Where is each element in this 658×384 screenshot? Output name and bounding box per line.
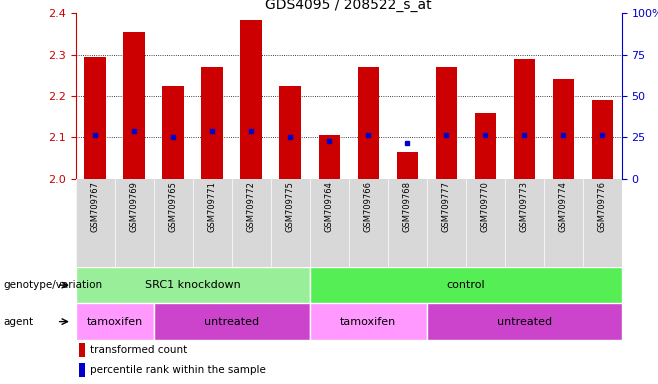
Bar bbox=[318, 135, 340, 179]
Text: GSM709765: GSM709765 bbox=[168, 181, 178, 232]
Text: untreated: untreated bbox=[497, 316, 552, 327]
Bar bbox=[280, 86, 301, 179]
Text: tamoxifen: tamoxifen bbox=[87, 316, 143, 327]
Bar bbox=[124, 32, 145, 179]
Text: GSM709764: GSM709764 bbox=[325, 181, 334, 232]
Text: SRC1 knockdown: SRC1 knockdown bbox=[145, 280, 241, 290]
Bar bbox=[397, 152, 418, 179]
Bar bbox=[84, 57, 106, 179]
Title: GDS4095 / 208522_s_at: GDS4095 / 208522_s_at bbox=[265, 0, 432, 12]
Text: transformed count: transformed count bbox=[90, 345, 188, 355]
Bar bbox=[79, 363, 85, 377]
Bar bbox=[310, 303, 427, 340]
Text: percentile rank within the sample: percentile rank within the sample bbox=[90, 365, 266, 375]
Bar bbox=[76, 303, 154, 340]
Bar bbox=[201, 67, 223, 179]
Bar bbox=[79, 343, 85, 357]
Text: GSM709777: GSM709777 bbox=[442, 181, 451, 232]
Text: GSM709767: GSM709767 bbox=[91, 181, 99, 232]
Text: GSM709775: GSM709775 bbox=[286, 181, 295, 232]
Text: GSM709768: GSM709768 bbox=[403, 181, 412, 232]
Text: GSM709769: GSM709769 bbox=[130, 181, 139, 232]
Text: untreated: untreated bbox=[204, 316, 259, 327]
Bar bbox=[474, 113, 496, 179]
Text: GSM709774: GSM709774 bbox=[559, 181, 568, 232]
Bar bbox=[592, 100, 613, 179]
Bar bbox=[436, 67, 457, 179]
Text: GSM709770: GSM709770 bbox=[481, 181, 490, 232]
Bar bbox=[357, 67, 379, 179]
Bar bbox=[310, 267, 622, 303]
Bar bbox=[427, 303, 622, 340]
Text: tamoxifen: tamoxifen bbox=[340, 316, 396, 327]
Text: control: control bbox=[447, 280, 485, 290]
Text: GSM709771: GSM709771 bbox=[208, 181, 216, 232]
Text: GSM709772: GSM709772 bbox=[247, 181, 256, 232]
Text: GSM709773: GSM709773 bbox=[520, 181, 529, 232]
Text: genotype/variation: genotype/variation bbox=[3, 280, 103, 290]
Text: agent: agent bbox=[3, 316, 34, 327]
Bar bbox=[240, 20, 262, 179]
Bar bbox=[76, 267, 310, 303]
Bar bbox=[553, 79, 574, 179]
Text: GSM709766: GSM709766 bbox=[364, 181, 372, 232]
Bar bbox=[163, 86, 184, 179]
Text: GSM709776: GSM709776 bbox=[598, 181, 607, 232]
Bar bbox=[154, 303, 310, 340]
Bar bbox=[513, 59, 535, 179]
